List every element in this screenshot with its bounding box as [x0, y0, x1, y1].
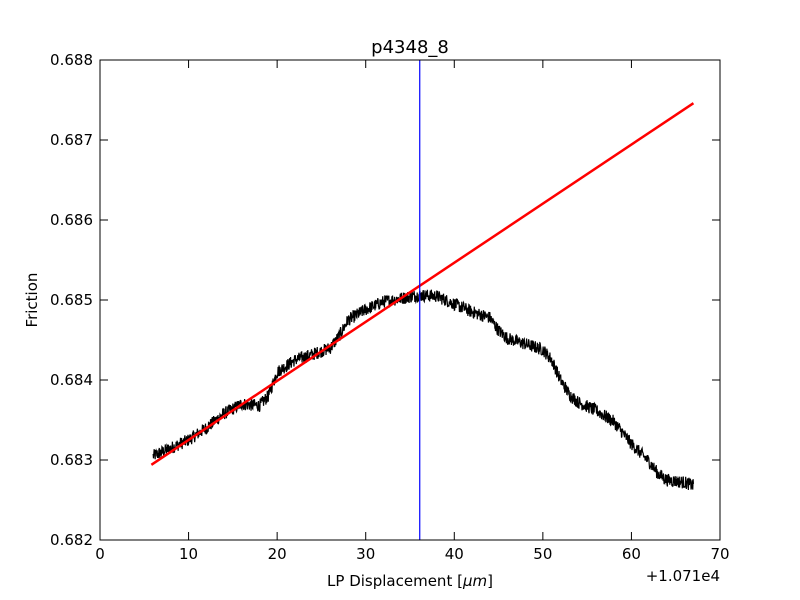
- x-axis-label-close: ]: [487, 572, 493, 590]
- x-axis-label-text: LP Displacement [: [327, 572, 463, 590]
- x-axis-label-unit: μm: [462, 572, 487, 590]
- ticks-layer: 0 10 20 30 40 50 60 70 0.682 0.683 0.684 0.685 0.686…: [50, 51, 730, 563]
- data-layer: [150, 60, 695, 540]
- y-axis-label: Friction: [23, 273, 41, 328]
- x-tick-label: 60: [622, 545, 641, 563]
- y-tick-label: 0.685: [50, 291, 93, 309]
- x-tick-label: 40: [445, 545, 464, 563]
- plot-area: [100, 60, 720, 540]
- chart-title: p4348_8: [371, 37, 449, 58]
- x-tick-label: 70: [710, 545, 729, 563]
- x-axis-label: LP Displacement [μm]: [327, 572, 493, 590]
- y-tick-label: 0.688: [50, 51, 93, 69]
- y-tick-label: 0.682: [50, 531, 93, 549]
- x-axis-offset-label: +1.071e4: [646, 567, 720, 585]
- y-tick-label: 0.687: [50, 131, 93, 149]
- x-tick-label: 20: [268, 545, 287, 563]
- x-tick-label: 0: [95, 545, 105, 563]
- y-tick-label: 0.686: [50, 211, 93, 229]
- y-tick-label: 0.683: [50, 451, 93, 469]
- fit-series-line: [150, 102, 695, 466]
- y-tick-label: 0.684: [50, 371, 93, 389]
- x-tick-label: 10: [179, 545, 198, 563]
- x-tick-label: 30: [356, 545, 375, 563]
- x-tick-label: 50: [533, 545, 552, 563]
